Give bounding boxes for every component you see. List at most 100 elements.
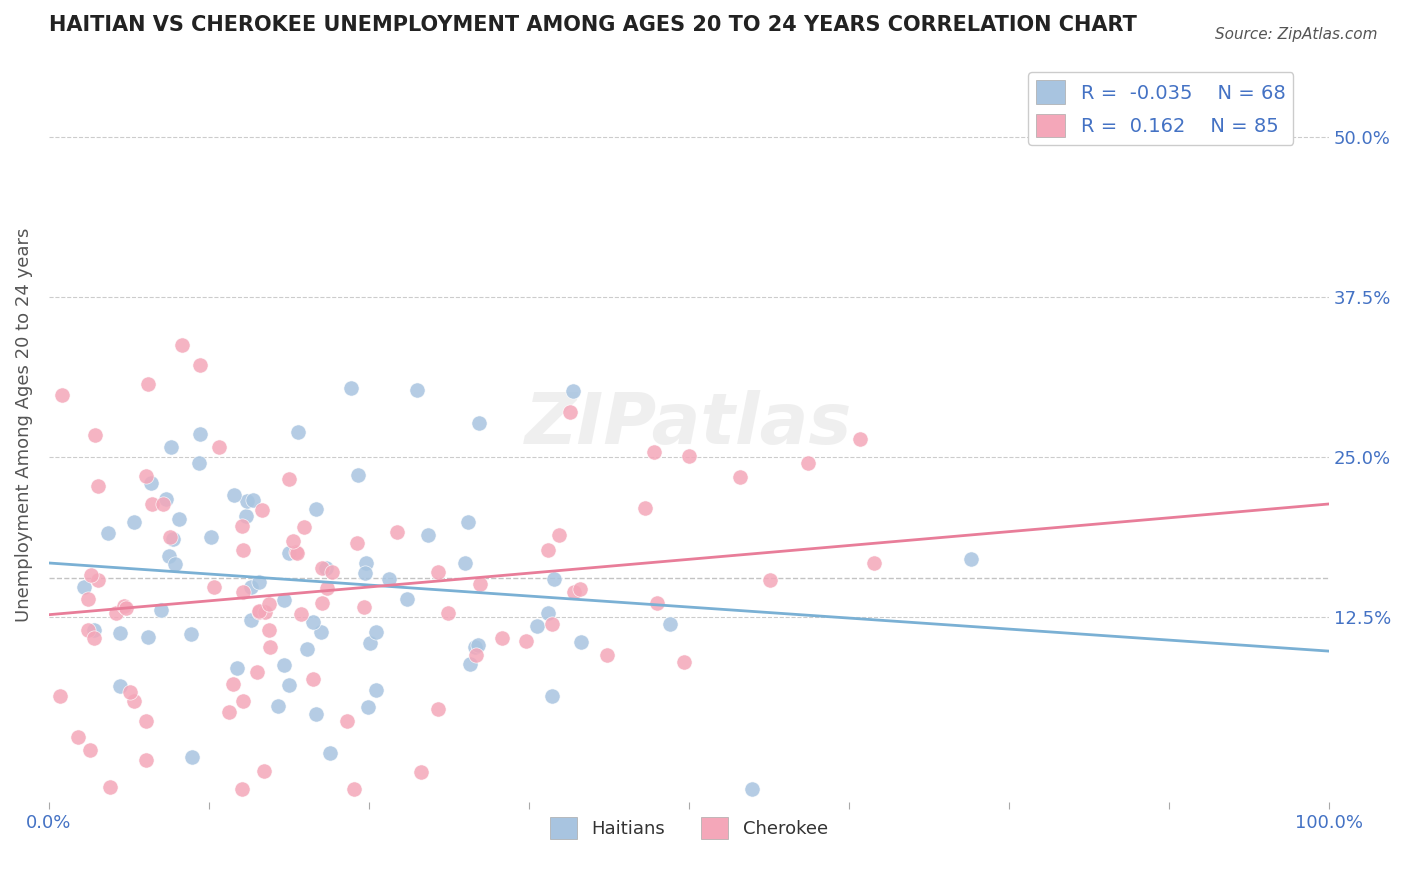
Point (180, 627, 202, 641)
Point (467, 638, 489, 652)
Point (84, 427, 107, 442)
Point (797, 456, 820, 470)
Point (353, 600, 375, 615)
Point (253, 764, 276, 778)
Point (347, 467, 370, 482)
Point (222, 487, 245, 501)
Point (569, 635, 592, 649)
Point (301, 672, 323, 686)
Point (172, 338, 194, 352)
Point (560, 405, 582, 419)
Point (246, 665, 269, 680)
Point (318, 746, 340, 760)
Point (416, 528, 439, 542)
Text: ZIPatlas: ZIPatlas (526, 391, 852, 459)
Point (257, 597, 280, 611)
Point (86, 573, 108, 587)
Point (359, 636, 381, 650)
Point (135, 714, 157, 728)
Point (285, 546, 308, 560)
Point (290, 607, 312, 621)
Point (218, 706, 240, 720)
Point (97, 525, 120, 540)
Point (643, 444, 665, 458)
Point (284, 545, 307, 559)
Point (155, 492, 177, 507)
Point (385, 524, 408, 539)
Point (104, 606, 127, 620)
Point (465, 648, 488, 662)
Point (427, 701, 450, 715)
Point (315, 581, 337, 595)
Point (87, 478, 110, 492)
Point (321, 566, 343, 580)
Point (673, 655, 696, 669)
Point (541, 689, 564, 703)
Point (163, 557, 186, 571)
Point (543, 572, 565, 586)
Point (108, 679, 131, 693)
Point (188, 427, 211, 442)
Point (468, 417, 491, 431)
Point (187, 456, 209, 470)
Point (959, 551, 981, 566)
Point (83, 631, 105, 645)
Point (232, 542, 254, 557)
Point (353, 566, 375, 580)
Point (281, 534, 304, 549)
Point (231, 781, 253, 796)
Point (292, 520, 315, 534)
Point (541, 617, 564, 632)
Point (152, 497, 174, 511)
Point (231, 519, 253, 533)
Point (436, 606, 458, 620)
Point (136, 630, 159, 644)
Point (232, 585, 254, 599)
Point (240, 613, 263, 627)
Y-axis label: Unemployment Among Ages 20 to 24 years: Unemployment Among Ages 20 to 24 years (15, 227, 32, 622)
Point (80, 567, 103, 582)
Point (848, 432, 870, 446)
Point (135, 754, 157, 768)
Point (259, 640, 281, 654)
Point (305, 707, 328, 722)
Point (568, 582, 591, 597)
Point (287, 425, 309, 439)
Point (236, 493, 259, 508)
Point (247, 604, 270, 618)
Point (406, 384, 429, 398)
Point (468, 577, 491, 591)
Point (139, 475, 162, 490)
Point (278, 473, 301, 487)
Point (537, 542, 560, 557)
Point (157, 549, 180, 563)
Point (366, 625, 388, 640)
Point (108, 625, 131, 640)
Point (77, 623, 100, 637)
Point (562, 585, 585, 599)
Legend: Haitians, Cherokee: Haitians, Cherokee (543, 810, 835, 847)
Point (257, 623, 280, 637)
Point (252, 503, 274, 517)
Point (222, 677, 245, 691)
Point (200, 530, 222, 544)
Point (79, 743, 101, 757)
Point (273, 658, 295, 673)
Point (302, 615, 325, 630)
Point (491, 631, 513, 645)
Point (454, 556, 477, 570)
Point (73, 581, 96, 595)
Point (135, 468, 157, 483)
Point (311, 596, 333, 610)
Point (247, 605, 270, 619)
Point (112, 599, 135, 613)
Point (267, 698, 290, 713)
Point (202, 580, 225, 594)
Point (118, 685, 141, 699)
Point (645, 596, 668, 610)
Text: HAITIAN VS CHEROKEE UNEMPLOYMENT AMONG AGES 20 TO 24 YEARS CORRELATION CHART: HAITIAN VS CHEROKEE UNEMPLOYMENT AMONG A… (49, 15, 1137, 35)
Point (232, 693, 254, 707)
Point (427, 566, 450, 580)
Point (515, 633, 537, 648)
Point (537, 606, 560, 620)
